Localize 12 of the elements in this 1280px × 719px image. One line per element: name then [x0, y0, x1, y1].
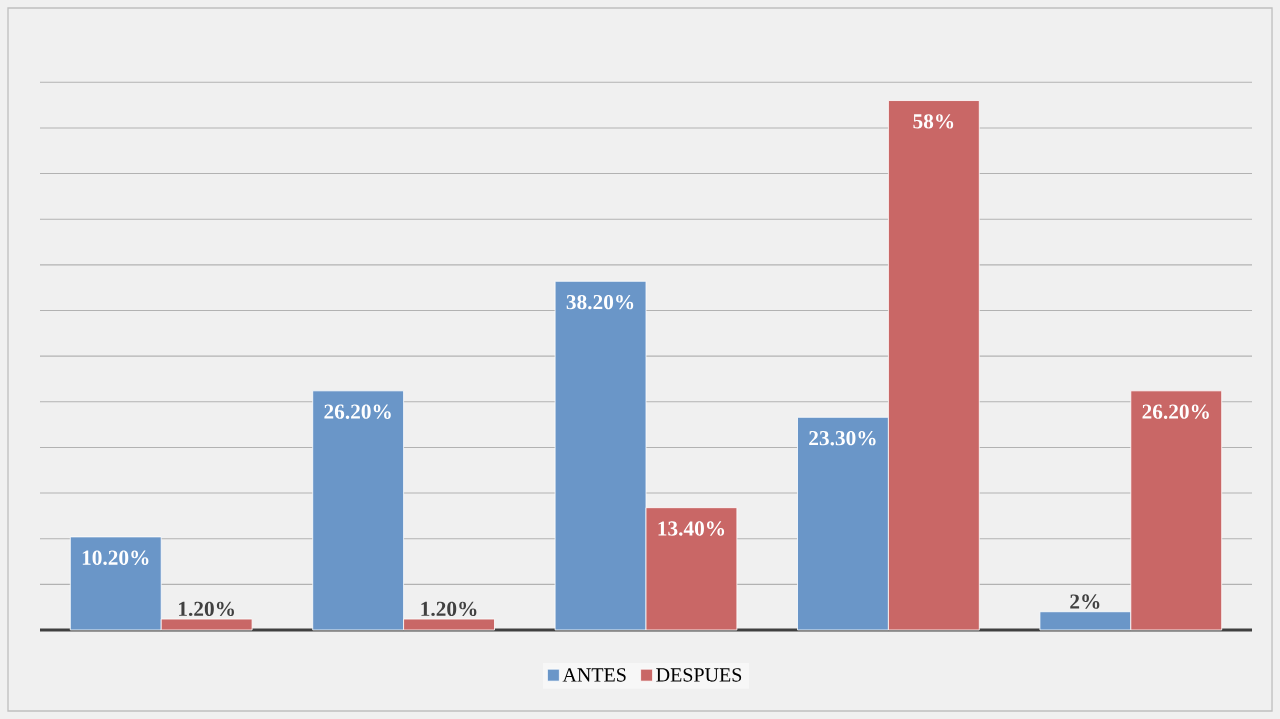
data-label: 2%	[1070, 594, 1100, 609]
data-label: 1.20%	[179, 601, 234, 617]
data-label: 26.20%	[324, 404, 391, 419]
data-label: 38.20%	[566, 294, 634, 310]
legend-label: DESPUES	[656, 668, 742, 682]
data-label: 23.30%	[809, 430, 876, 446]
data-label: 13.40%	[658, 521, 725, 536]
data-label: 10.20%	[82, 550, 149, 565]
data-label: 1.20%	[421, 601, 477, 617]
data-label: 26.20%	[1142, 404, 1209, 419]
legend-label: ANTES	[562, 668, 626, 682]
data-label: 58%	[913, 114, 954, 129]
